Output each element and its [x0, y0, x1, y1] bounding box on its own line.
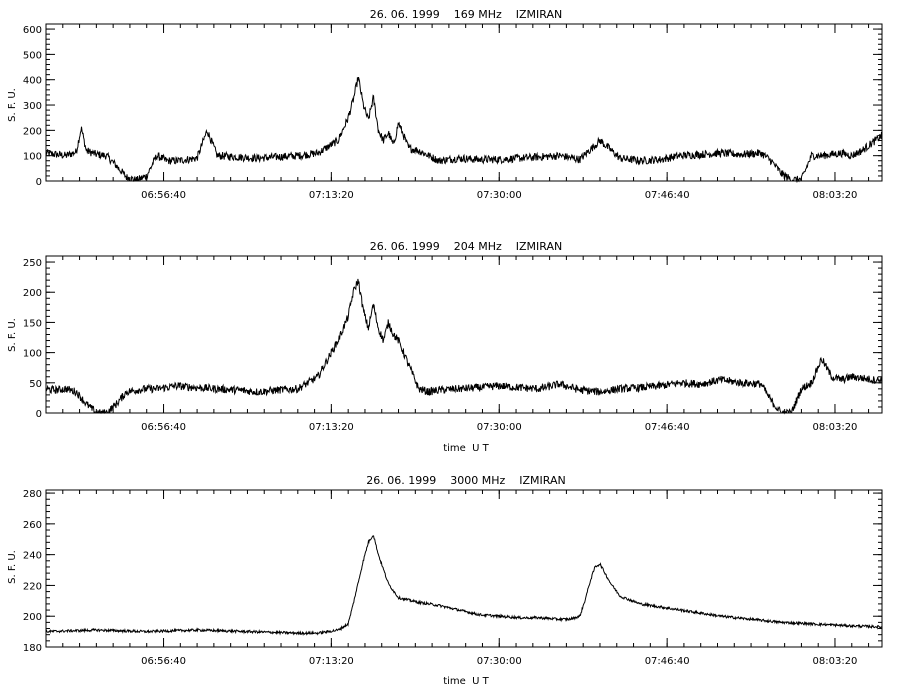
chart-title: 26. 06. 1999 204 MHz IZMIRAN [370, 240, 562, 253]
y-tick-label: 300 [23, 101, 42, 112]
x-tick-label: 06:56:40 [141, 422, 186, 433]
y-tick-label: 600 [23, 25, 42, 36]
x-tick-label: 07:30:00 [477, 656, 522, 667]
y-tick-label: 220 [23, 581, 42, 592]
x-axis-label: time U T [443, 676, 489, 687]
chart-169mhz: 26. 06. 1999 169 MHz IZMIRAN S. F. U. 06… [7, 8, 883, 201]
x-tick-label: 06:56:40 [141, 656, 186, 667]
y-tick-label: 50 [29, 379, 42, 390]
x-tick-label: 07:46:40 [645, 656, 690, 667]
y-tick-label: 0 [36, 177, 42, 188]
chart-204mhz: 26. 06. 1999 204 MHz IZMIRAN S. F. U. ti… [7, 240, 883, 454]
x-tick-label: 07:13:20 [309, 422, 354, 433]
y-tick-label: 180 [23, 643, 42, 654]
plot-frame [45, 489, 883, 648]
x-axis-label: time U T [443, 443, 489, 454]
chart-title: 26. 06. 1999 3000 MHz IZMIRAN [366, 474, 565, 487]
y-tick-label: 0 [36, 409, 42, 420]
y-tick-label: 260 [23, 520, 42, 531]
x-tick-label: 07:13:20 [309, 190, 354, 201]
x-tick-label: 07:30:00 [477, 422, 522, 433]
y-tick-label: 100 [23, 152, 42, 163]
flux-series-line [45, 76, 883, 183]
x-tick-label: 06:56:40 [141, 190, 186, 201]
y-tick-label: 400 [23, 76, 42, 87]
y-axis-label: S. F. U. [7, 88, 18, 122]
x-tick-label: 07:46:40 [645, 190, 690, 201]
plot-frame [45, 23, 883, 182]
y-tick-label: 100 [23, 349, 42, 360]
y-tick-label: 500 [23, 50, 42, 61]
x-tick-label: 08:03:20 [813, 656, 858, 667]
chart-3000mhz: 26. 06. 1999 3000 MHz IZMIRAN S. F. U. t… [7, 474, 883, 687]
y-tick-label: 250 [23, 258, 42, 269]
x-tick-label: 08:03:20 [813, 190, 858, 201]
y-tick-label: 150 [23, 318, 42, 329]
x-tick-label: 07:13:20 [309, 656, 354, 667]
x-tick-label: 07:46:40 [645, 422, 690, 433]
y-axis-label: S. F. U. [7, 318, 18, 352]
chart-title: 26. 06. 1999 169 MHz IZMIRAN [370, 8, 562, 21]
y-tick-label: 240 [23, 551, 42, 562]
flux-series-line [45, 535, 883, 637]
y-tick-label: 200 [23, 126, 42, 137]
x-tick-label: 08:03:20 [813, 422, 858, 433]
y-axis-label: S. F. U. [7, 550, 18, 584]
y-tick-label: 280 [23, 489, 42, 500]
y-tick-label: 200 [23, 612, 42, 623]
x-tick-label: 07:30:00 [477, 190, 522, 201]
y-tick-label: 200 [23, 288, 42, 299]
flux-series-line [45, 278, 883, 415]
